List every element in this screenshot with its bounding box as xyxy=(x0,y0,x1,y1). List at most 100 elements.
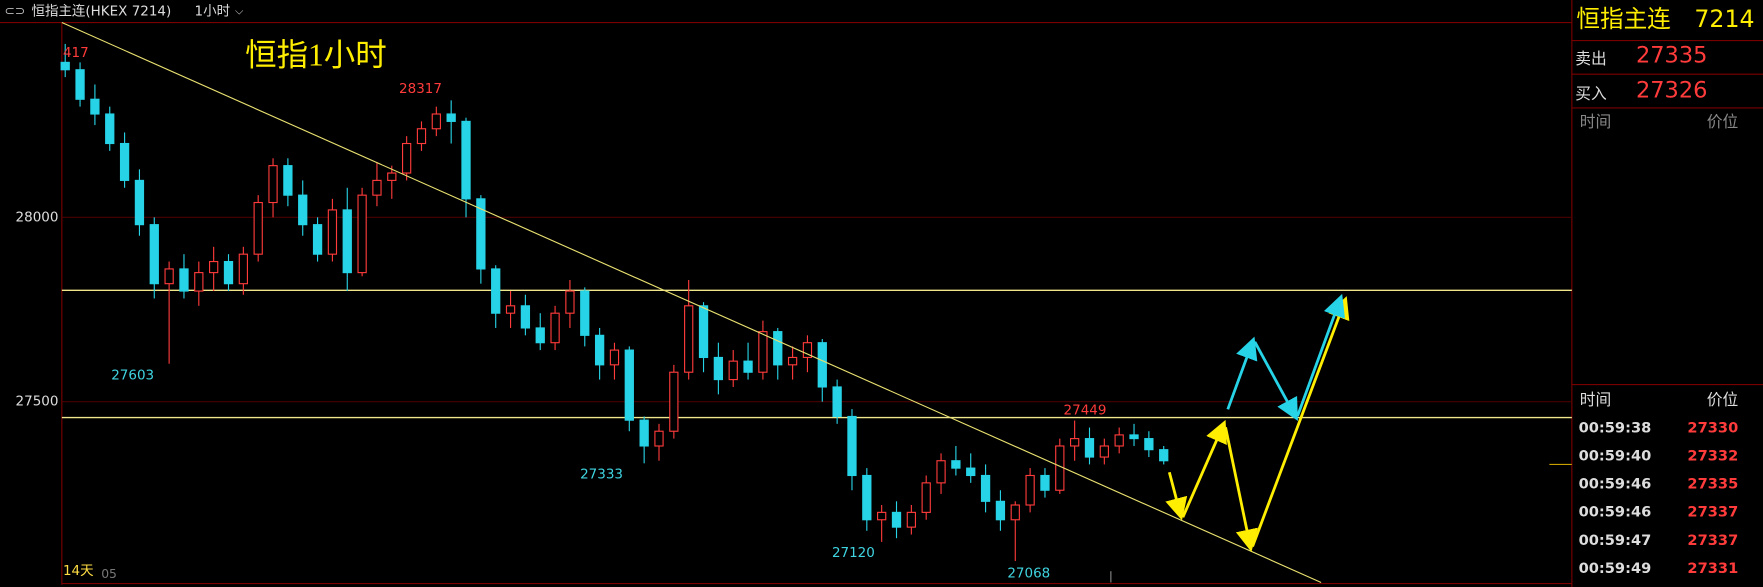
candle-body xyxy=(728,360,738,381)
forecast-arrow xyxy=(1253,341,1298,421)
trade-price: 27330 xyxy=(1687,419,1738,436)
price-label: 417 xyxy=(63,45,89,61)
price-label: 27068 xyxy=(1007,565,1050,581)
candle-body xyxy=(491,268,501,314)
col-header: 时间 xyxy=(1580,390,1611,409)
candle-body xyxy=(966,467,976,477)
candle-body xyxy=(505,305,516,314)
candle-body xyxy=(268,165,278,204)
trend-line xyxy=(61,22,1322,583)
trade-time: 00:59:40 xyxy=(1579,448,1652,465)
candle-body xyxy=(906,511,917,528)
candle-body xyxy=(387,172,397,181)
candle-body xyxy=(253,201,263,255)
candle-body xyxy=(105,113,115,145)
forecast-arrow xyxy=(1165,471,1188,521)
candle-body xyxy=(164,268,174,285)
candle-body xyxy=(891,511,902,528)
col-header: 时间 xyxy=(1580,112,1611,131)
candle-body xyxy=(1114,434,1124,447)
candle-body xyxy=(773,331,783,366)
candle-body xyxy=(357,194,367,274)
candle-body xyxy=(936,460,946,484)
price-label: 28317 xyxy=(399,81,442,97)
candle-body xyxy=(594,334,605,366)
candle-body xyxy=(476,198,486,270)
candle-body xyxy=(698,305,709,359)
candle-body xyxy=(921,482,931,513)
trade-price: 27337 xyxy=(1687,504,1738,521)
candle-body xyxy=(194,272,204,292)
col-header: 价位 xyxy=(1707,112,1739,131)
range-label: 14天 xyxy=(63,563,94,579)
trade-price: 27332 xyxy=(1687,448,1738,465)
candle-body xyxy=(995,500,1006,521)
trade-time: 00:59:47 xyxy=(1579,532,1652,549)
candle-body xyxy=(298,194,308,226)
buy-price: 27326 xyxy=(1636,78,1707,104)
contract-title: 恒指主连(HKEX 7214) xyxy=(31,3,171,19)
candle-body xyxy=(1025,474,1035,506)
chart-title: 恒指1小时 xyxy=(245,38,387,73)
trade-time: 00:59:46 xyxy=(1579,504,1652,521)
trade-time: 00:59:49 xyxy=(1579,560,1652,577)
sell-label: 卖出 xyxy=(1575,49,1606,68)
candle-body xyxy=(862,474,872,521)
candle-body xyxy=(1144,438,1154,451)
sell-price: 27335 xyxy=(1636,43,1707,69)
candle-body xyxy=(342,209,352,274)
buy-label: 买入 xyxy=(1575,84,1607,103)
price-label: 27449 xyxy=(1064,402,1107,418)
candle-body xyxy=(713,356,724,381)
candle-body xyxy=(461,120,471,200)
candle-body xyxy=(877,511,887,521)
candle-body xyxy=(817,342,827,388)
candle-body xyxy=(520,305,531,329)
candle-body xyxy=(669,371,679,432)
candle-body xyxy=(758,331,768,373)
candle-body xyxy=(1040,474,1050,491)
candle-body xyxy=(580,290,590,336)
candle-body xyxy=(179,268,189,292)
candle-body xyxy=(802,342,813,359)
quote-code: 7214 xyxy=(1694,5,1754,33)
candle-body xyxy=(90,98,100,115)
dropdown-arrow[interactable]: ⌵ xyxy=(235,4,244,17)
candle-body xyxy=(372,179,382,196)
candle-body xyxy=(401,142,412,174)
price-label: 27333 xyxy=(580,467,623,483)
candle-body xyxy=(535,327,545,344)
y-tick-label: 28000 xyxy=(16,209,59,225)
forecast-arrow xyxy=(1181,419,1227,518)
candle-body xyxy=(75,69,85,100)
trade-price: 27337 xyxy=(1687,532,1738,549)
candle-body xyxy=(327,209,338,255)
trade-price: 27331 xyxy=(1687,560,1738,577)
period-select[interactable]: 1小时 xyxy=(195,3,231,19)
candle-body xyxy=(312,224,323,255)
candle-body xyxy=(684,305,694,373)
candle-body xyxy=(283,165,293,196)
price-label: 27120 xyxy=(832,545,875,561)
candle-body xyxy=(209,260,219,274)
date-label: 05 xyxy=(101,567,117,581)
candle-body xyxy=(980,474,991,502)
candle-body xyxy=(832,386,842,418)
candle-body xyxy=(60,61,70,71)
candle-body xyxy=(119,142,130,181)
candle-body xyxy=(847,415,857,477)
y-tick-label: 27500 xyxy=(16,394,59,410)
candle-body xyxy=(624,349,634,421)
candle-body xyxy=(223,260,234,285)
candle-body xyxy=(743,360,753,373)
candle-body xyxy=(609,349,620,366)
candle-body xyxy=(238,253,248,285)
candle-body xyxy=(1129,434,1139,440)
candle-body xyxy=(1084,438,1095,458)
candle-body xyxy=(431,113,441,130)
forecast-arrow xyxy=(1224,427,1258,552)
forecast-arrow xyxy=(1296,293,1346,417)
candle-body xyxy=(654,430,664,447)
